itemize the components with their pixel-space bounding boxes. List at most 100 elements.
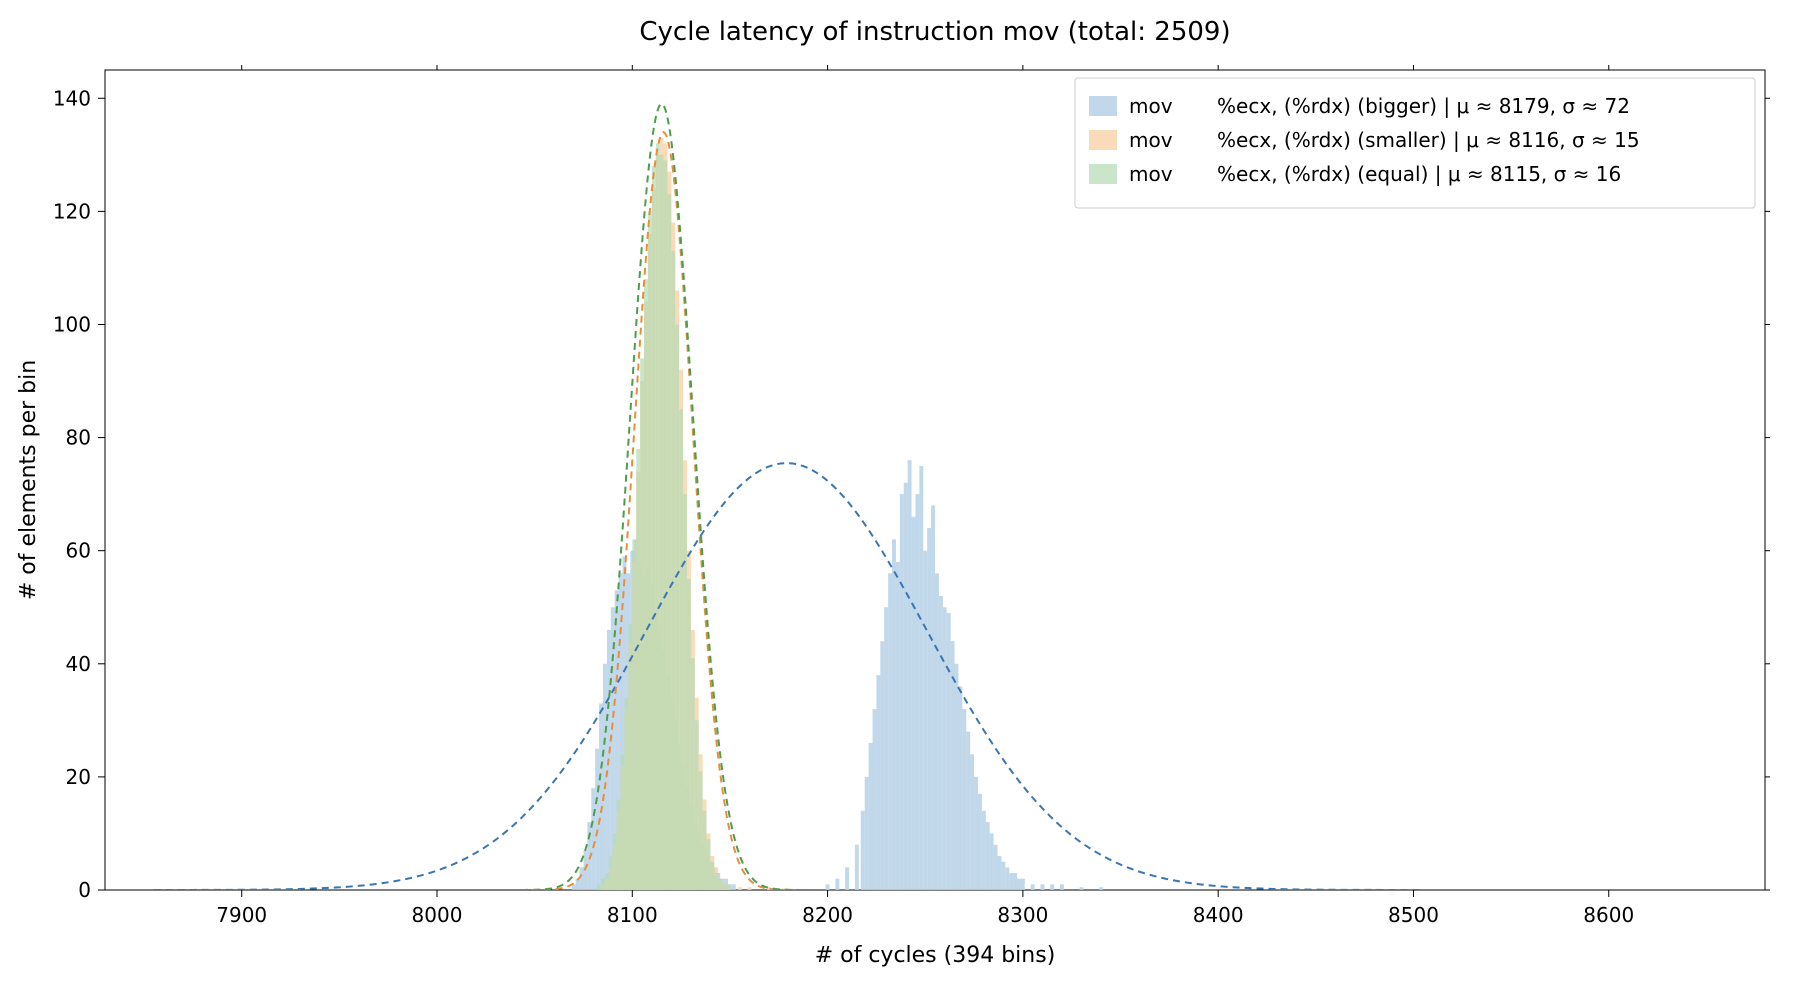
histogram-bar: [664, 160, 668, 890]
x-tick-label: 8100: [607, 903, 658, 927]
histogram-bar: [927, 528, 931, 890]
histogram-bar: [884, 607, 888, 890]
histogram-bar: [904, 483, 908, 890]
histogram-bar: [915, 494, 919, 890]
legend-swatch: [1089, 130, 1117, 150]
histogram-bar: [845, 867, 849, 890]
histogram-bar: [699, 771, 703, 890]
legend: mov %ecx, (%rdx) (bigger) | μ ≈ 8179, σ …: [1075, 78, 1755, 208]
x-axis-label: # of cycles (394 bins): [815, 943, 1056, 968]
histogram-bar: [835, 879, 839, 890]
histogram-bar: [919, 466, 923, 890]
histogram-bar: [722, 884, 726, 890]
x-tick-label: 8000: [412, 903, 463, 927]
histogram-bar: [667, 194, 671, 890]
histogram-bar: [900, 494, 904, 890]
histogram-bar: [892, 539, 896, 890]
histogram-bar: [1009, 873, 1013, 890]
x-tick-label: 8200: [802, 903, 853, 927]
histogram-bar: [599, 703, 603, 890]
histogram-bar: [1031, 884, 1035, 890]
histogram-bar: [652, 166, 656, 890]
x-tick-label: 8400: [1193, 903, 1244, 927]
histogram-bar: [595, 749, 599, 890]
histogram-bar: [718, 879, 722, 890]
legend-label: mov %ecx, (%rdx) (equal) | μ ≈ 8115, σ ≈…: [1129, 162, 1621, 186]
histogram-bar: [591, 788, 595, 890]
histogram-bar: [1040, 884, 1044, 890]
histogram-bar: [660, 155, 664, 890]
histogram-bar: [738, 887, 742, 890]
y-tick-label: 40: [66, 652, 91, 676]
y-tick-label: 100: [53, 312, 91, 336]
histogram-bar: [748, 887, 752, 890]
histogram-bar: [990, 833, 994, 890]
histogram-bar: [923, 551, 927, 890]
histogram-bar: [609, 856, 613, 890]
histogram-bar: [997, 856, 1001, 890]
histogram-bar: [656, 144, 660, 890]
x-tick-label: 8600: [1583, 903, 1634, 927]
histogram-bar: [1013, 873, 1017, 890]
histogram-bar: [671, 251, 675, 890]
histogram-bar: [687, 579, 691, 890]
y-tick-label: 60: [66, 539, 91, 563]
histogram-bar: [613, 833, 617, 890]
histogram-bar: [958, 686, 962, 890]
histogram-bar: [621, 754, 625, 890]
histogram-bar: [617, 800, 621, 890]
histogram-bar: [726, 884, 730, 890]
histogram-bar: [962, 709, 966, 890]
histogram-bar: [1099, 887, 1103, 890]
x-tick-label: 8500: [1388, 903, 1439, 927]
histogram-bar: [576, 879, 580, 890]
histogram-bar: [1080, 887, 1084, 890]
y-axis-label: # of elements per bin: [16, 360, 41, 600]
histogram-bar: [974, 777, 978, 890]
histogram-bar: [912, 517, 916, 890]
histogram-bar: [691, 658, 695, 890]
histogram-bar: [896, 562, 900, 890]
histogram-bar: [994, 845, 998, 890]
histogram-bar: [947, 613, 951, 890]
legend-label: mov %ecx, (%rdx) (smaller) | μ ≈ 8116, σ…: [1129, 128, 1640, 152]
histogram-bar: [644, 279, 648, 890]
chart-title: Cycle latency of instruction mov (total:…: [639, 17, 1230, 47]
histogram-bar: [986, 822, 990, 890]
histogram-bar: [982, 811, 986, 890]
histogram-bar: [939, 596, 943, 890]
y-tick-label: 140: [53, 86, 91, 110]
legend-label: mov %ecx, (%rdx) (bigger) | μ ≈ 8179, σ …: [1129, 94, 1630, 118]
x-tick-label: 7900: [216, 903, 267, 927]
histogram-bar: [580, 867, 584, 890]
histogram-bar: [703, 811, 707, 890]
histogram-bar: [935, 573, 939, 890]
histogram-bar: [876, 675, 880, 890]
histogram-bar: [966, 732, 970, 890]
histogram-bar: [943, 607, 947, 890]
histogram-bar: [605, 873, 609, 890]
histogram-bar: [636, 449, 640, 890]
histogram-bar: [679, 409, 683, 890]
bars-group: [572, 138, 1103, 890]
histogram-bar: [632, 539, 636, 890]
histogram-bar: [873, 709, 877, 890]
histogram-bar: [624, 698, 628, 890]
legend-swatch: [1089, 96, 1117, 116]
y-tick-label: 120: [53, 199, 91, 223]
histogram-bar: [861, 811, 865, 890]
histogram-bar: [732, 884, 736, 890]
histogram-bar: [970, 754, 974, 890]
y-tick-label: 20: [66, 765, 91, 789]
histogram-bar: [888, 573, 892, 890]
histogram-bar: [865, 777, 869, 890]
histogram-bar: [1021, 879, 1025, 890]
histogram-bar: [675, 324, 679, 890]
histogram-bar: [978, 794, 982, 890]
histogram-bar: [597, 884, 601, 890]
curves-group: [154, 104, 1420, 890]
histogram-bar: [695, 720, 699, 890]
histogram-bar: [1005, 867, 1009, 890]
x-tick-label: 8300: [997, 903, 1048, 927]
histogram-bar: [1060, 884, 1064, 890]
